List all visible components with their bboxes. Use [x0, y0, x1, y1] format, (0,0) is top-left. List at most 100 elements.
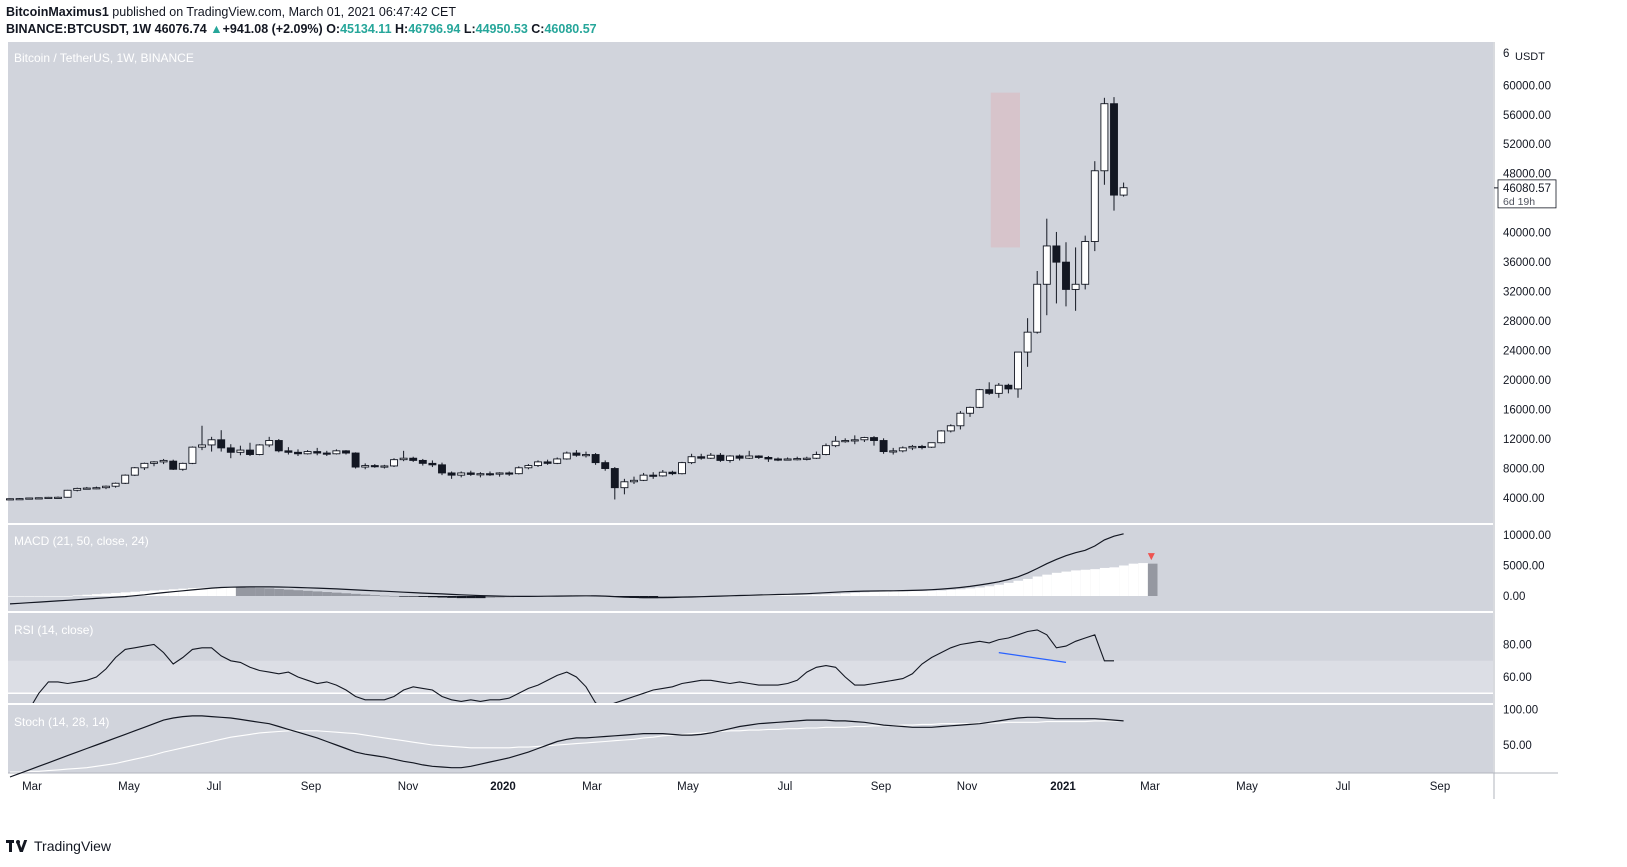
- candle: [543, 461, 552, 464]
- time-tick-label: Sep: [1430, 781, 1450, 793]
- candle: [754, 455, 763, 458]
- macd-histogram-bar: [802, 595, 812, 596]
- candle: [1033, 283, 1042, 333]
- macd-histogram-bar: [437, 596, 448, 598]
- macd-histogram-bar: [955, 589, 966, 596]
- rsi-tick-label: 80.00: [1503, 640, 1532, 652]
- candle: [380, 465, 389, 468]
- candle: [764, 457, 773, 460]
- candle: [390, 459, 398, 467]
- candle: [351, 452, 360, 468]
- candle: [44, 496, 53, 499]
- time-tick-label: Jul: [778, 781, 793, 793]
- price-tick-label: 16000.00: [1503, 405, 1551, 417]
- macd-histogram-bar: [187, 588, 198, 596]
- price-tick-label: 24000.00: [1503, 346, 1551, 358]
- candle: [447, 472, 456, 476]
- price-tick-label: 36000.00: [1503, 257, 1551, 269]
- candle: [1042, 245, 1051, 285]
- macd-histogram-bar: [792, 595, 803, 596]
- macd-histogram-bar: [840, 593, 851, 596]
- macd-histogram-bar: [370, 595, 380, 596]
- macd-histogram-bar: [447, 596, 457, 598]
- candle: [793, 458, 802, 461]
- candle: [726, 455, 734, 461]
- time-tick-label: 2020: [490, 781, 516, 793]
- macd-histogram-bar: [5, 596, 16, 597]
- candle: [966, 406, 974, 414]
- footer-brand[interactable]: TradingView: [34, 838, 112, 854]
- macd-histogram-bar: [341, 593, 352, 596]
- close-value: 46080.57: [544, 22, 597, 36]
- candle: [438, 464, 446, 474]
- candle: [831, 440, 840, 447]
- author-name[interactable]: BitcoinMaximus1: [6, 5, 109, 19]
- high-value: 46796.94: [408, 22, 461, 36]
- candle: [879, 440, 888, 453]
- macd-histogram-bar: [485, 596, 496, 598]
- macd-histogram-bar: [360, 594, 371, 596]
- macd-histogram-bar: [1013, 580, 1024, 596]
- candle: [591, 454, 600, 464]
- macd-histogram-bar: [91, 594, 102, 596]
- up-arrow-icon: ▲: [210, 22, 223, 36]
- macd-histogram-bar: [139, 591, 150, 596]
- publish-line: BitcoinMaximus1 published on TradingView…: [6, 4, 597, 21]
- macd-histogram-bar: [1109, 567, 1120, 596]
- candle: [716, 454, 725, 461]
- candle: [255, 444, 264, 455]
- macd-histogram-bar: [475, 596, 486, 599]
- time-tick-label: Mar: [22, 781, 42, 793]
- candle: [54, 496, 62, 499]
- candle: [418, 459, 427, 464]
- candle: [265, 440, 274, 446]
- macd-histogram-bar: [1023, 578, 1033, 596]
- candle: [284, 450, 293, 453]
- stoch-k-line: [9, 715, 1124, 778]
- candle: [1071, 283, 1080, 290]
- price-tick-label: 8000.00: [1503, 464, 1545, 476]
- macd-histogram-bar: [389, 596, 400, 597]
- candle: [946, 425, 955, 432]
- macd-histogram-bar: [72, 595, 83, 596]
- candle: [745, 455, 754, 459]
- candle: [198, 444, 206, 448]
- candle: [370, 465, 379, 468]
- time-tick-label: Mar: [1140, 781, 1160, 793]
- macd-histogram-bar: [965, 588, 976, 596]
- candle: [937, 430, 946, 444]
- macd-histogram-bar: [898, 591, 908, 596]
- chart-header: BitcoinMaximus1 published on TradingView…: [6, 4, 597, 38]
- rsi-line: [32, 629, 1114, 703]
- candle: [630, 479, 638, 483]
- candle: [82, 487, 91, 490]
- candle: [226, 447, 235, 453]
- open-label: O:: [326, 22, 341, 36]
- candle: [850, 439, 859, 442]
- highlight-box: [990, 92, 1020, 248]
- candle: [466, 472, 475, 475]
- macd-histogram-bar: [667, 596, 678, 598]
- time-tick-label: Nov: [398, 781, 419, 793]
- macd-histogram-bar: [984, 586, 995, 596]
- price-tick-label: 56000.00: [1503, 110, 1551, 122]
- macd-histogram-bar: [24, 596, 35, 597]
- macd-histogram-bar: [1071, 570, 1081, 596]
- candle: [1090, 170, 1099, 242]
- tradingview-logo-icon: [6, 840, 28, 852]
- time-tick-label: May: [118, 781, 140, 793]
- candle: [217, 439, 226, 449]
- macd-histogram-bar: [63, 596, 73, 597]
- candle: [687, 456, 696, 464]
- candle: [476, 473, 485, 476]
- macd-histogram-bar: [207, 587, 217, 596]
- macd-histogram-bar: [235, 587, 246, 596]
- macd-histogram-bar: [255, 588, 265, 596]
- candle: [130, 467, 139, 476]
- candle: [572, 452, 581, 456]
- stoch-d-line: [10, 720, 1124, 773]
- candle: [610, 468, 619, 489]
- price-change: +941.08 (+2.09%): [222, 22, 323, 36]
- candle: [649, 474, 658, 477]
